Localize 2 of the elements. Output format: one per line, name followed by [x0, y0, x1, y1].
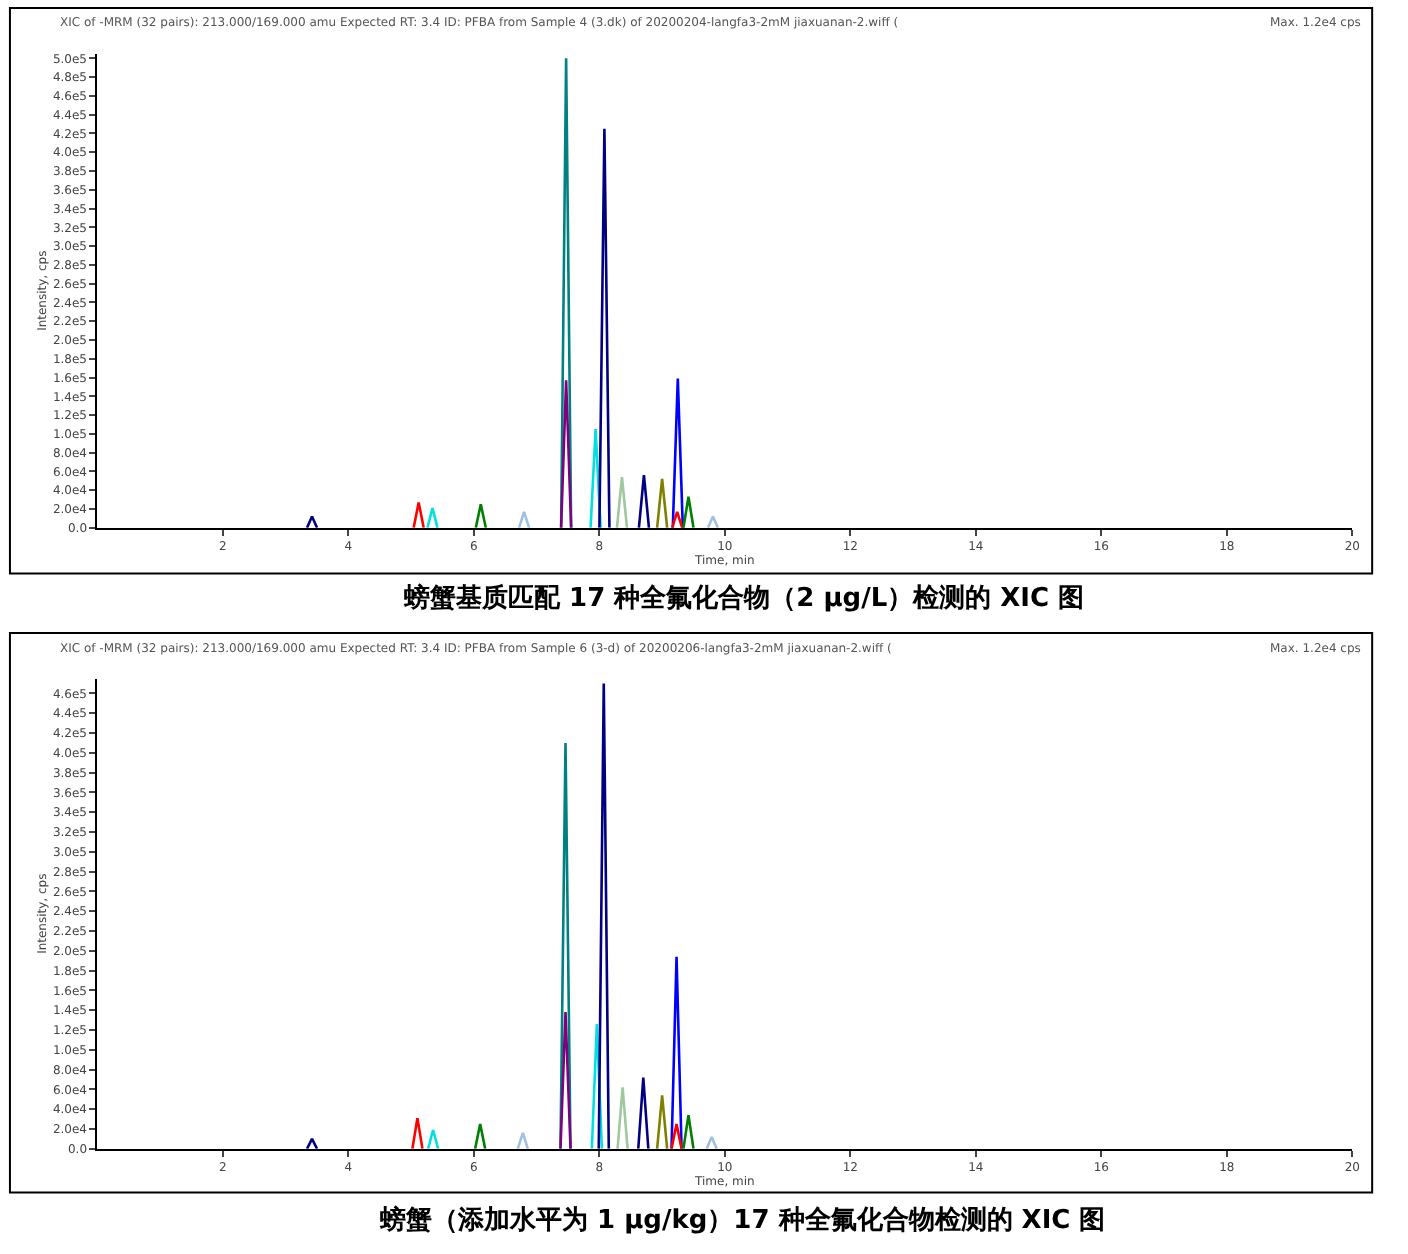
text: 螃蟹（添加水平为 1 μg/kg）17 种全氟化合物检测的 XIC 图: [378, 1204, 1106, 1236]
text: 螃蟹基质匹配 17 种全氟化合物（2 μg/L）检测的 XIC 图: [402, 582, 1085, 614]
